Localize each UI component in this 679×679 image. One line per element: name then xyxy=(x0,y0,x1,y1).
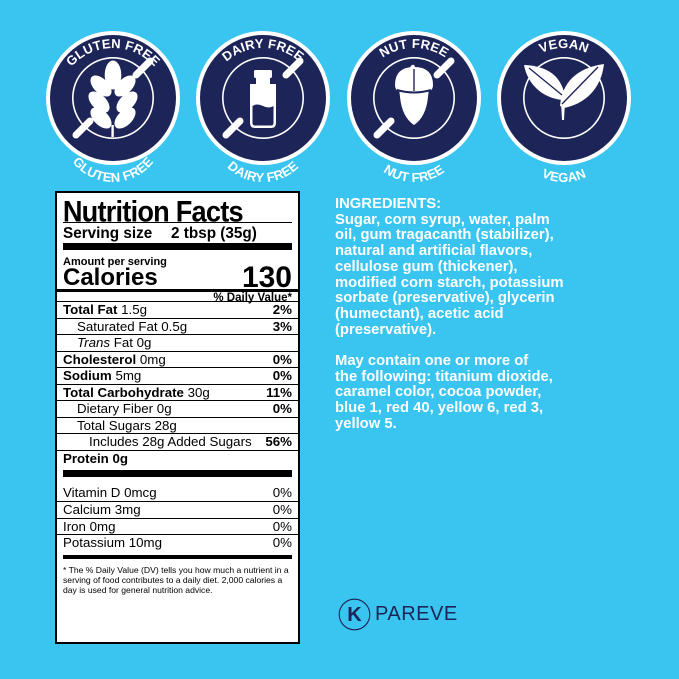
svg-text:VEGAN: VEGAN xyxy=(540,166,588,185)
svg-text:K: K xyxy=(347,604,362,626)
